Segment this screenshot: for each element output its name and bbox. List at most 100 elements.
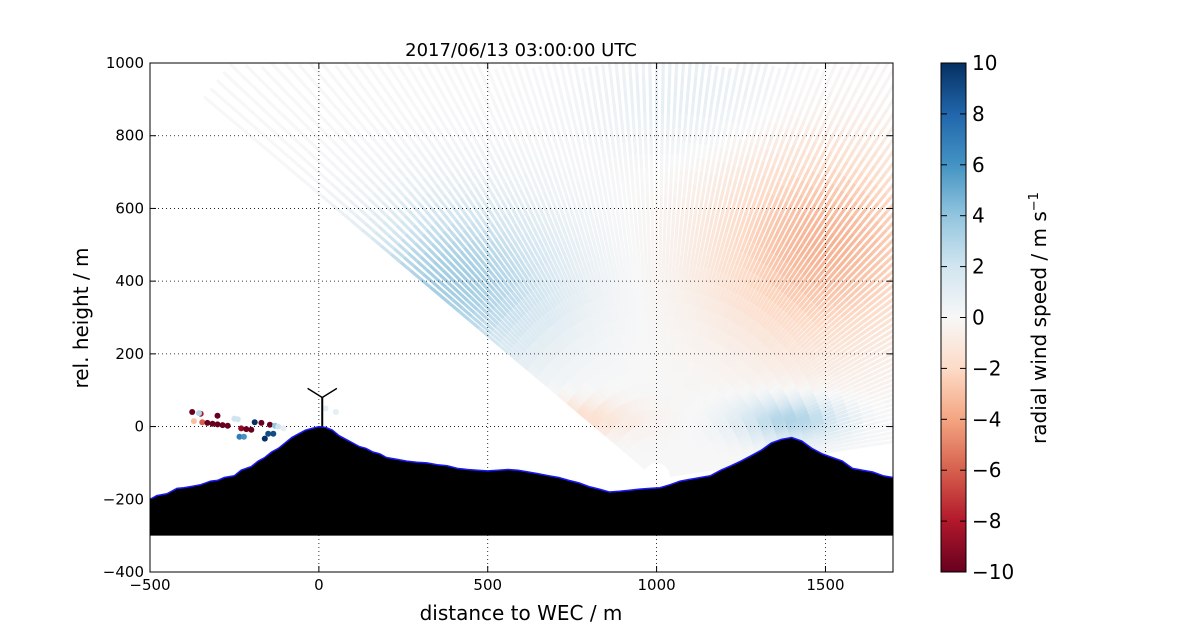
scan-segment [414,132,425,146]
scan-segment [1101,259,1112,265]
scan-segment [1188,395,1200,397]
scan-segment [1123,280,1135,285]
scan-segment [485,317,498,329]
scan-segment [764,268,774,282]
scan-segment [278,84,290,96]
scan-segment [540,352,552,364]
scan-segment [430,104,441,118]
scan-segment [991,145,1000,154]
scan-segment [972,184,982,193]
scan-segment [499,340,512,352]
scan-segment [867,326,881,337]
scan-segment [568,379,580,391]
scan-segment [833,318,845,330]
scan-segment [1105,307,1117,311]
scan-segment [1143,228,1154,234]
scan-segment [565,269,574,283]
scan-segment [403,75,414,89]
scan-segment [263,122,276,134]
scan-segment [840,211,851,224]
scan-segment [688,237,694,252]
scan-segment [879,383,893,392]
scan-segment [690,224,696,239]
scan-segment [513,288,524,301]
scan-segment [1099,97,1109,105]
scan-segment [689,197,695,211]
scan-segment [700,185,706,200]
scan-segment [335,80,347,94]
scan-segment [835,322,848,333]
scan-segment [1087,332,1099,336]
scan-segment [709,187,716,202]
scan-segment [971,141,980,150]
scan-segment [780,354,793,366]
scan-segment [459,197,470,210]
scan-segment [487,71,496,86]
scan-segment [500,65,509,80]
scan-segment [317,99,329,112]
scan-segment [437,216,449,229]
scan-segment [744,212,753,227]
scan-segment [542,191,551,206]
scan-segment [519,357,531,369]
scan-segment [372,100,383,113]
scan-segment [432,260,445,272]
scan-segment [511,75,520,89]
scan-segment [672,195,677,209]
scan-segment [737,404,750,415]
scan-segment [412,223,424,236]
scan-segment [691,363,699,377]
scan-segment [919,287,929,294]
scan-segment [758,367,770,380]
scan-segment [635,235,640,250]
scan-segment [740,284,750,298]
scan-segment [319,115,332,127]
scan-segment [540,299,551,313]
scan-segment [688,278,694,293]
scan-segment [376,186,389,199]
scan-segment [896,275,906,283]
scan-segment [776,311,787,324]
scan-segment [1191,287,1200,291]
scan-segment [397,80,408,93]
scan-segment [566,239,574,254]
scan-segment [1070,283,1082,288]
scan-segment [871,242,883,255]
scan-segment [983,380,995,384]
scan-segment [1131,200,1142,206]
scan-segment [548,160,556,175]
scan-segment [709,91,715,106]
scan-segment [355,63,366,76]
scan-segment [856,285,869,297]
scan-segment [863,376,877,385]
scan-segment [484,298,496,311]
scan-segment [662,235,667,249]
scan-segment [1036,59,1045,69]
scan-segment [880,77,890,91]
scan-segment [1010,242,1021,249]
scan-segment [712,393,723,406]
scan-segment [596,327,605,342]
scan-segment [827,333,840,345]
scan-segment [474,218,485,232]
scan-segment [717,79,724,94]
scan-segment [919,143,927,153]
scan-segment [828,311,840,323]
scan-segment [523,186,532,200]
scan-segment [519,234,530,248]
scan-segment [523,142,532,156]
scan-segment [528,169,536,184]
scan-segment [288,132,300,144]
scan-segment [840,229,851,242]
scan-segment [725,276,734,291]
scan-segment [1075,336,1087,340]
scan-segment [496,111,505,125]
scan-segment [1079,240,1090,246]
scan-segment [996,242,1007,249]
scan-segment [469,296,482,308]
scan-segment [757,160,766,175]
scan-segment [600,145,607,160]
scan-segment [1060,332,1072,336]
scan-segment [1174,236,1186,241]
scan-segment [637,208,642,223]
